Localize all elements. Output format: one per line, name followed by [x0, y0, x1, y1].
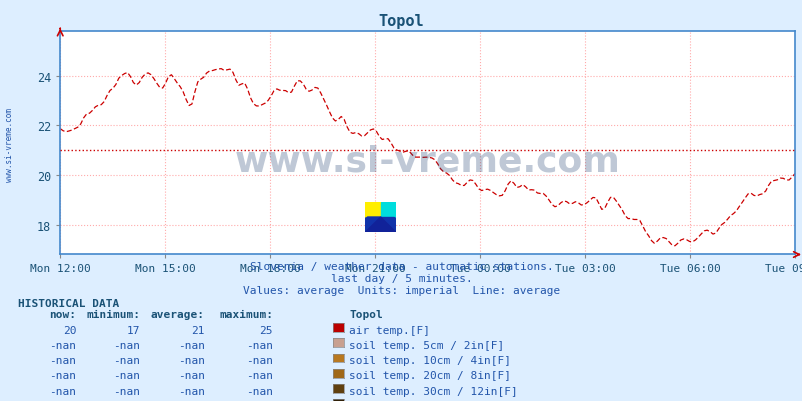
Text: Topol: Topol: [379, 14, 423, 29]
Text: -nan: -nan: [49, 340, 76, 350]
Text: 25: 25: [259, 325, 273, 335]
Text: HISTORICAL DATA: HISTORICAL DATA: [18, 299, 119, 309]
Text: Topol: Topol: [349, 310, 383, 320]
Text: -nan: -nan: [245, 340, 273, 350]
Text: -nan: -nan: [49, 371, 76, 381]
Text: -nan: -nan: [113, 340, 140, 350]
Polygon shape: [380, 203, 395, 217]
Text: -nan: -nan: [113, 386, 140, 396]
Text: -nan: -nan: [177, 355, 205, 365]
Text: 17: 17: [127, 325, 140, 335]
Text: -nan: -nan: [49, 386, 76, 396]
Polygon shape: [365, 217, 395, 233]
Polygon shape: [380, 203, 395, 217]
Text: 20: 20: [63, 325, 76, 335]
Text: -nan: -nan: [113, 355, 140, 365]
Text: soil temp. 5cm / 2in[F]: soil temp. 5cm / 2in[F]: [349, 340, 504, 350]
Text: -nan: -nan: [245, 386, 273, 396]
Text: maximum:: maximum:: [219, 310, 273, 320]
Text: soil temp. 30cm / 12in[F]: soil temp. 30cm / 12in[F]: [349, 386, 517, 396]
Text: last day / 5 minutes.: last day / 5 minutes.: [330, 273, 472, 284]
Text: -nan: -nan: [177, 386, 205, 396]
Text: Values: average  Units: imperial  Line: average: Values: average Units: imperial Line: av…: [242, 286, 560, 296]
Text: now:: now:: [49, 310, 76, 320]
Polygon shape: [365, 203, 380, 217]
Text: minimum:: minimum:: [87, 310, 140, 320]
Text: www.si-vreme.com: www.si-vreme.com: [5, 107, 14, 181]
Text: soil temp. 10cm / 4in[F]: soil temp. 10cm / 4in[F]: [349, 355, 511, 365]
Text: Slovenia / weather data - automatic stations.: Slovenia / weather data - automatic stat…: [249, 261, 553, 271]
Text: www.si-vreme.com: www.si-vreme.com: [234, 144, 620, 178]
Text: soil temp. 20cm / 8in[F]: soil temp. 20cm / 8in[F]: [349, 371, 511, 381]
Polygon shape: [365, 203, 380, 217]
Polygon shape: [365, 217, 395, 233]
Polygon shape: [365, 217, 395, 233]
Text: -nan: -nan: [177, 340, 205, 350]
Text: -nan: -nan: [113, 371, 140, 381]
Text: -nan: -nan: [245, 355, 273, 365]
Text: -nan: -nan: [245, 371, 273, 381]
Text: -nan: -nan: [49, 355, 76, 365]
Text: average:: average:: [151, 310, 205, 320]
Text: -nan: -nan: [177, 371, 205, 381]
Text: air temp.[F]: air temp.[F]: [349, 325, 430, 335]
Text: 21: 21: [191, 325, 205, 335]
